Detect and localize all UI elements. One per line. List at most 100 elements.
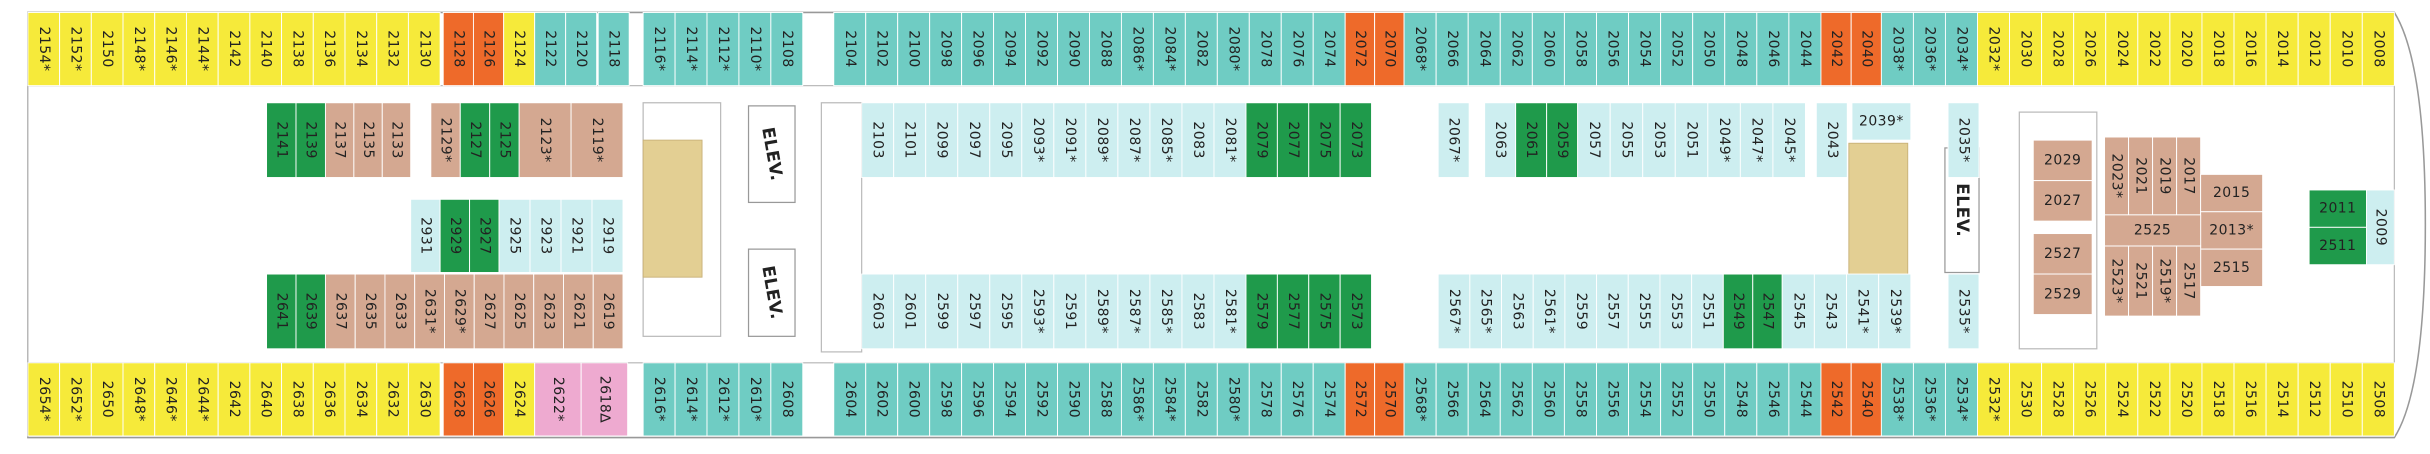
cabin-number: 2144* <box>194 27 210 72</box>
cabin <box>1577 102 1611 178</box>
cabin <box>1184 11 1218 87</box>
cabin-number: 2574 <box>1321 381 1337 419</box>
cabin <box>2297 11 2331 87</box>
cabin <box>2308 226 2367 266</box>
cabin-number: 2650 <box>99 381 115 419</box>
cabin <box>1752 273 1783 350</box>
cabin-number: 2522 <box>2146 381 2162 419</box>
cabin-number: 2580* <box>1225 377 1241 422</box>
cabin-number: 2090 <box>1066 30 1082 68</box>
cabin <box>2041 362 2075 437</box>
cabin <box>281 11 314 87</box>
cabin-number: 2527 <box>2044 246 2081 262</box>
cabin-number: 2016 <box>2242 30 2258 68</box>
cabin-number: 2628 <box>450 381 466 419</box>
cabin <box>442 362 474 437</box>
cabin-number: 2570 <box>1381 381 1397 419</box>
cabin <box>1788 362 1822 437</box>
cabin-number: 2603 <box>870 293 886 331</box>
cabin <box>1627 273 1661 350</box>
cabin-number: 2528 <box>2050 381 2066 419</box>
cabin-number: 2536* <box>1921 377 1937 422</box>
cabin <box>1276 102 1310 178</box>
cabin-number: 2625 <box>511 293 527 331</box>
cabin-number: 2074 <box>1321 30 1337 68</box>
cabin <box>2032 233 2093 275</box>
wall <box>820 102 863 353</box>
cabin <box>1724 362 1758 437</box>
cabin <box>90 362 124 437</box>
cabin <box>1339 102 1372 178</box>
cabin <box>1339 273 1372 350</box>
cabin <box>2032 273 2093 315</box>
cabin <box>897 362 931 437</box>
cabin <box>865 362 899 437</box>
cabin <box>1815 102 1848 178</box>
cabin-number: 2635 <box>362 293 378 331</box>
cabin-number: 2583 <box>1190 293 1206 331</box>
cabin <box>2032 180 2093 222</box>
cabin-number: 2535* <box>1956 289 1972 334</box>
cabin <box>1546 102 1579 178</box>
cabin <box>266 102 297 178</box>
cabin-number: 2623 <box>541 293 557 331</box>
cabin-number: 2108 <box>779 30 795 68</box>
cabin-number: 2654* <box>36 377 52 422</box>
cabin <box>591 198 624 273</box>
cabin <box>473 273 505 350</box>
cabin-number: 2127 <box>467 121 483 159</box>
cabin <box>1216 362 1250 437</box>
cabin-number: 2011 <box>2319 201 2356 217</box>
cabin-number: 2573 <box>1348 293 1364 331</box>
cabin-number: 2588 <box>1097 381 1113 419</box>
cabin <box>122 11 156 87</box>
cabin <box>1120 362 1154 437</box>
cabin-number: 2557 <box>1604 293 1620 331</box>
cabin-number: 2061 <box>1523 121 1539 159</box>
cabin <box>1707 102 1741 178</box>
cabin-number: 2508 <box>2370 381 2386 419</box>
cabin-number: 2561* <box>1541 289 1557 334</box>
cabin <box>1977 362 2011 437</box>
cabin <box>1216 11 1250 87</box>
cabin-number: 2129* <box>438 118 454 163</box>
cabin-number: 2045* <box>1781 118 1797 163</box>
cabin <box>1912 11 1946 87</box>
stairs <box>642 139 703 278</box>
cabin-number: 2047* <box>1749 118 1765 163</box>
cabin-number: 2538* <box>1889 377 1905 422</box>
cabin-number: 2068* <box>1412 27 1428 72</box>
cabin <box>1659 273 1693 350</box>
cabin-number: 2116* <box>651 27 667 72</box>
cabin <box>498 198 531 273</box>
cabin <box>1120 11 1154 87</box>
cabin-number: 2622* <box>550 377 566 422</box>
cabin-number: 2091* <box>1062 118 1078 163</box>
cabin <box>1880 362 1914 437</box>
cabin <box>217 11 251 87</box>
cabin-number: 2148* <box>131 27 147 72</box>
cabin <box>439 198 471 273</box>
wall <box>2018 111 2098 350</box>
cabin-number: 2591 <box>1062 293 1078 331</box>
cabin <box>2105 362 2139 437</box>
cabin <box>1781 273 1815 350</box>
cabin-number: 2553 <box>1668 293 1684 331</box>
cabin-number: 2051 <box>1684 121 1700 159</box>
cabin <box>1739 102 1774 178</box>
cabin-number: 2070 <box>1381 30 1397 68</box>
cabin <box>861 102 895 178</box>
cabin-number: 2610* <box>747 377 763 422</box>
cabin-number: 2054 <box>1637 30 1653 68</box>
cabin <box>2361 11 2395 87</box>
cabin-number: 2067* <box>1446 118 1462 163</box>
cabin-number: 2066 <box>1444 30 1460 68</box>
cabin-number: 2585* <box>1158 289 1174 334</box>
cabin <box>642 11 676 87</box>
cabin-number: 2055 <box>1618 121 1634 159</box>
cabin-number: 2020 <box>2178 30 2194 68</box>
cabin <box>2329 11 2363 87</box>
cabin <box>1820 11 1852 87</box>
cabin-number: 2559 <box>1573 293 1589 331</box>
cabin <box>1469 273 1502 350</box>
